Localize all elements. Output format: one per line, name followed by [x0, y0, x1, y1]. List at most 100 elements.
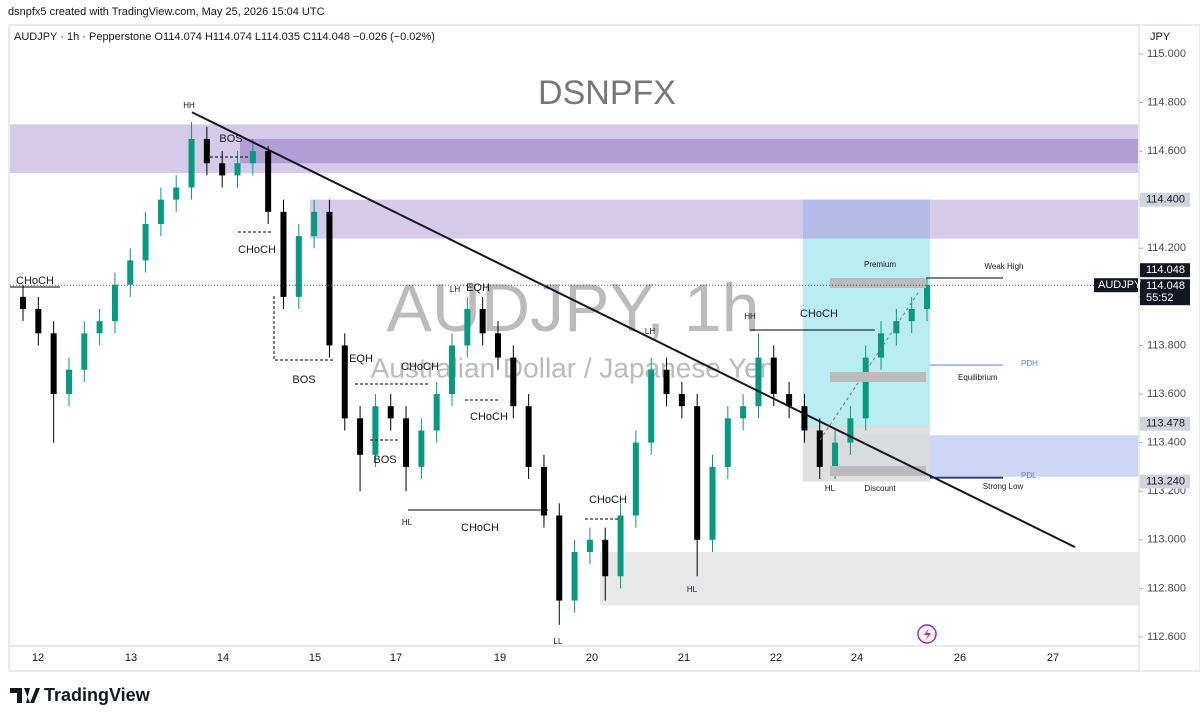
candle-body	[311, 211, 318, 237]
currency: JPY	[1150, 31, 1171, 43]
x-tick-label: 19	[494, 652, 506, 664]
price-label: 114.400	[1146, 194, 1185, 206]
candle-body	[50, 333, 57, 395]
discount-box	[830, 466, 926, 476]
candle-body	[188, 138, 195, 188]
brand-watermark: DSNPFX	[538, 74, 676, 112]
annotation: CHoCH	[461, 522, 499, 534]
x-tick-label: 12	[32, 652, 44, 664]
alert-bolt	[924, 628, 931, 640]
x-tick-label: 26	[954, 652, 966, 664]
candle-body	[786, 394, 793, 407]
candle-body	[479, 309, 486, 334]
y-tick-label: 115.000	[1147, 48, 1186, 60]
projection-line	[819, 289, 921, 441]
annotation: Weak High	[985, 262, 1024, 271]
annotation: CHoCH	[470, 411, 508, 423]
logo-mark	[10, 688, 40, 703]
candle-body	[740, 406, 747, 419]
annotation: CHoCH	[800, 308, 838, 320]
symbol-tag: AUDJPY	[1098, 279, 1142, 291]
countdown: 55:52	[1146, 292, 1174, 304]
zone	[803, 199, 930, 239]
y-tick-label: 114.800	[1147, 96, 1186, 108]
annotation: Equilibrium	[958, 373, 998, 382]
legend: AUDJPY · 1h · Pepperstone O114.074 H114.…	[14, 31, 435, 43]
description-watermark: Australian Dollar / Japanese Yen	[371, 352, 776, 383]
candle-body	[20, 296, 26, 310]
candle-body	[525, 406, 532, 467]
candle-body	[387, 406, 394, 419]
candle-body	[862, 357, 869, 419]
x-tick-label: 20	[586, 652, 598, 664]
candle-body	[249, 151, 256, 164]
x-tick-label: 22	[770, 652, 782, 664]
candle-body	[893, 321, 900, 334]
annotation: HL	[402, 518, 413, 527]
candle-body	[326, 211, 333, 346]
candle-body	[908, 309, 915, 322]
y-tick-label: 113.800	[1147, 339, 1186, 351]
candle-body	[494, 333, 501, 358]
candle-body	[540, 466, 547, 516]
candle-body	[847, 418, 854, 443]
x-tick-label: 24	[851, 652, 863, 664]
candle-body	[127, 260, 134, 285]
annotation: HH	[183, 101, 195, 110]
candle-body	[571, 551, 578, 601]
candle-body	[556, 515, 563, 601]
candle-body	[602, 539, 609, 577]
candle-body	[924, 285, 930, 310]
logo-text: TradingView	[44, 685, 151, 705]
candle-body	[632, 442, 639, 516]
annotation: CHoCH	[16, 275, 54, 287]
candle-body	[648, 369, 655, 443]
candle-body	[280, 211, 287, 297]
bos-line	[273, 296, 335, 361]
candle-body	[586, 539, 593, 552]
x-tick-label: 27	[1047, 652, 1059, 664]
symbol-tag-box	[1094, 278, 1138, 293]
y-tick-label: 113.600	[1147, 388, 1186, 400]
candle-body	[724, 418, 731, 467]
annotation: EQH	[349, 353, 373, 365]
candle-body	[265, 151, 272, 212]
chart-frame	[8, 24, 1200, 672]
plot	[10, 121, 1138, 625]
y-tick-label: 114.600	[1147, 145, 1186, 157]
trendline	[191, 111, 1076, 548]
annotation: Premium	[864, 260, 896, 269]
candle-body	[111, 284, 118, 322]
x-tick-label: 13	[125, 652, 137, 664]
candle-body	[357, 418, 364, 455]
candle-body	[403, 418, 410, 467]
candle-body	[709, 466, 716, 540]
price-label-box	[1140, 192, 1190, 207]
annotation: CHoCH	[401, 361, 439, 373]
x-tick-label: 21	[678, 652, 690, 664]
price-label: 113.478	[1146, 418, 1185, 430]
candle-body	[295, 236, 302, 297]
candle-body	[433, 394, 440, 431]
candle-body	[678, 394, 685, 407]
annotation: PDL	[1021, 471, 1037, 480]
annotation: LH	[645, 327, 655, 336]
candle-body	[770, 357, 777, 395]
annotation: HH	[744, 312, 756, 321]
last-price-label: 114.048	[1146, 280, 1185, 292]
candle-body	[219, 163, 226, 176]
x-tick-label: 17	[390, 652, 402, 664]
annotation: EQH	[466, 282, 490, 294]
candle-body	[142, 223, 149, 261]
candle-body	[617, 515, 624, 577]
zone	[600, 551, 1138, 606]
annotation: Strong Low	[983, 482, 1024, 491]
candle-body	[341, 345, 348, 419]
candle-body	[65, 369, 72, 395]
lightning-icon[interactable]	[917, 624, 937, 644]
alert-icon[interactable]	[917, 624, 937, 644]
candle-body	[35, 309, 42, 334]
y-tick-label: 114.200	[1147, 242, 1186, 254]
price-label-box	[1140, 474, 1190, 489]
